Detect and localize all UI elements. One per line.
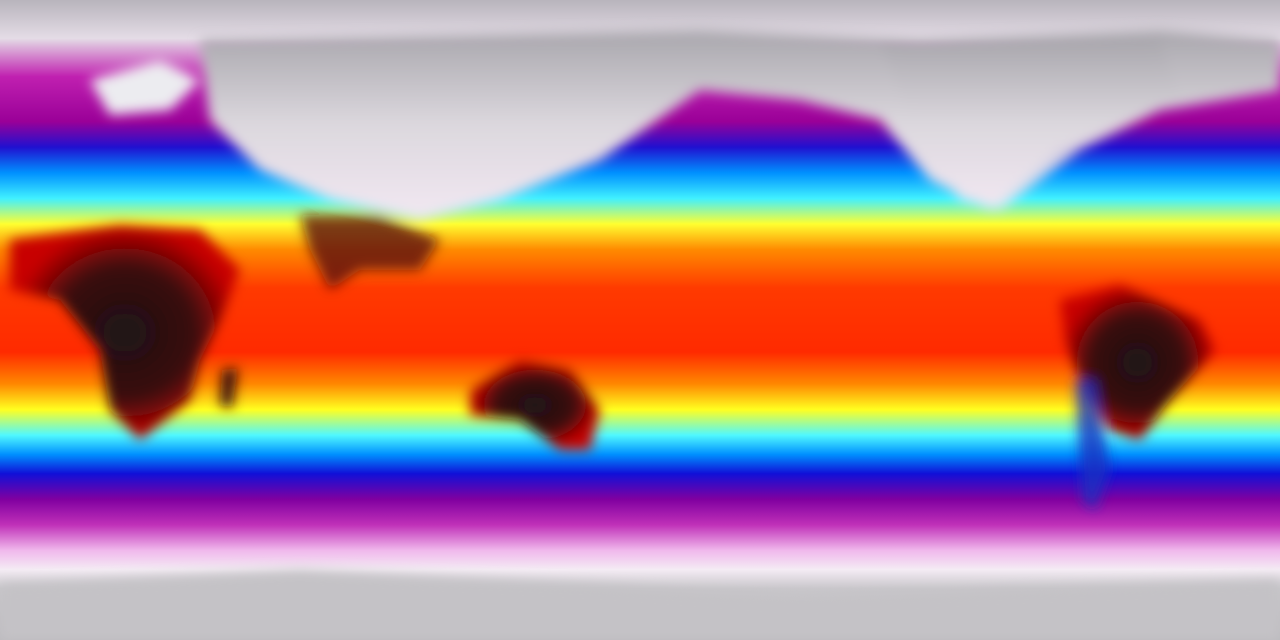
landmass-antarctica xyxy=(0,570,1280,640)
landmass-greenland xyxy=(90,60,200,115)
landmass-andes xyxy=(1075,380,1110,510)
landmass-madagascar xyxy=(220,368,238,408)
landmass-australia xyxy=(470,360,600,450)
landmass-south-america xyxy=(1060,285,1215,440)
landmass-africa xyxy=(10,225,240,440)
landmass-north-america xyxy=(880,40,1180,210)
landmass-arabia-india xyxy=(300,215,440,290)
